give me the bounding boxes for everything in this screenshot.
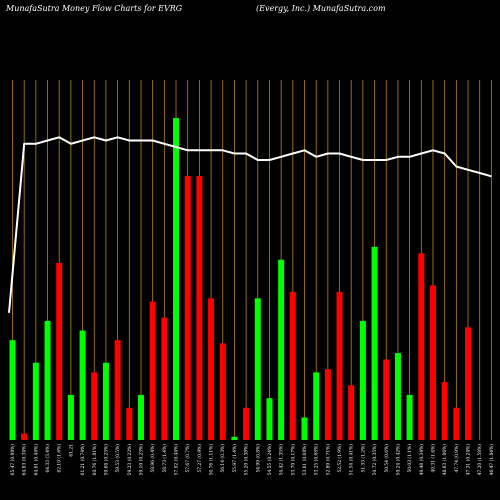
bar-36: [418, 253, 425, 440]
x-tick-label: 61.21: [69, 444, 74, 457]
bar-7: [79, 330, 86, 440]
bar-10: [114, 340, 121, 440]
x-tick-label: 57.27 (0.9%): [198, 444, 203, 473]
bars: [9, 118, 472, 440]
bar-19: [219, 343, 226, 440]
x-tick-label: 56.76 (1.11%): [210, 444, 215, 476]
bar-12: [137, 394, 144, 440]
bar-30: [348, 385, 355, 440]
x-tick-label: 54.99 (0.8%): [256, 444, 261, 473]
money-flow-line: [8, 136, 492, 313]
x-tick-label: 52.89 (0.71%): [326, 444, 331, 476]
bar-5: [56, 262, 63, 440]
bar-6: [67, 394, 74, 440]
x-tick-label: 64.61 (0.44%): [34, 444, 39, 476]
header-right-title: (Evergy, Inc.) MunafaSutra.com: [256, 4, 386, 13]
x-tick-label: 51.54 (0.41%): [350, 444, 355, 476]
bar-13: [149, 301, 156, 440]
bar-11: [126, 407, 133, 440]
x-tick-label: 59.53 (0.5%): [116, 444, 121, 473]
x-tick-label: 54.55 (0.24%): [268, 444, 273, 476]
x-tick-label: 61.21 (0.74%): [81, 444, 86, 476]
bar-33: [383, 359, 390, 440]
x-tick-label: 64.83 (0.34%): [23, 444, 28, 476]
x-tick-label: 55.20 (0.38%): [245, 444, 250, 476]
x-tick-label: 50.72 (0.35%): [373, 444, 378, 476]
bar-20: [231, 436, 238, 440]
bar-8: [91, 372, 98, 440]
bar-35: [406, 394, 413, 440]
bar-22: [254, 298, 261, 440]
bar-25: [289, 291, 296, 440]
bar-39: [453, 407, 460, 440]
bar-27: [313, 372, 320, 440]
x-tick-label: 50.54 (0.6%): [385, 444, 390, 473]
bar-23: [266, 398, 273, 440]
bar-1: [9, 340, 16, 440]
x-tick-label: 54.42 (1.35%): [280, 444, 285, 476]
bar-3: [32, 362, 39, 440]
x-tick-label: 47.74 (0.9%): [455, 444, 460, 473]
bar-32: [371, 246, 378, 440]
bar-38: [441, 382, 448, 440]
x-tick-label: 64.33 (3.4%): [46, 444, 51, 473]
bar-18: [208, 298, 215, 440]
x-tick-label: 59.23 (0.22%): [128, 444, 133, 476]
x-tick-label: 46.47 (1.84%): [490, 444, 495, 476]
x-tick-label: 55.97 (1.4%): [233, 444, 238, 473]
x-tick-label: 47.31 (0.24%): [467, 444, 472, 476]
x-tick-label: 53.70 (0.17%): [291, 444, 296, 476]
x-tick-label: 51.33 (1.2%): [361, 444, 366, 473]
bar-28: [324, 369, 331, 440]
x-tick-label: 57.67 (0.7%): [186, 444, 191, 473]
x-tick-label: 53.61 (0.68%): [303, 444, 308, 476]
bar-34: [394, 353, 401, 440]
bar-26: [301, 417, 308, 440]
money-flow-line-group: [8, 136, 492, 313]
x-tick-label: 49.48 (0.34%): [420, 444, 425, 476]
bar-24: [278, 259, 285, 440]
bar-37: [429, 285, 436, 440]
x-tick-label: 58.96 (0.4%): [151, 444, 156, 473]
x-tick-label: 47.20 (1.58%): [478, 444, 483, 476]
x-tick-label: 53.25 (0.68%): [315, 444, 320, 476]
x-tick-label: 49.31 (1.4%): [431, 444, 436, 473]
x-tick-label: 59.10 (0.23%): [139, 444, 144, 476]
bar-29: [336, 291, 343, 440]
x-tick-label: 50.03 (1.1%): [408, 444, 413, 473]
x-tick-label: 60.76 (1.81%): [93, 444, 98, 476]
x-tick-label: 58.73 (1.4%): [163, 444, 168, 473]
bar-17: [196, 175, 203, 440]
x-tick-label: 56.14 (0.3%): [221, 444, 226, 473]
x-tick-label: 57.92 (0.44%): [175, 444, 180, 476]
x-tick-label: 65.47 (0.98%): [11, 444, 16, 476]
x-tick-label: 52.52 (1.9%): [338, 444, 343, 473]
bar-14: [161, 317, 168, 440]
header-left-title: MunafaSutra Money Flow Charts for EVRG: [5, 4, 183, 13]
bar-9: [102, 362, 109, 440]
bar-4: [44, 320, 51, 440]
bar-40: [465, 327, 472, 440]
bar-16: [184, 175, 191, 440]
bar-2: [21, 433, 28, 440]
x-tick-label: 59.68 (0.25%): [104, 444, 109, 476]
x-tick-labels: 65.47 (0.98%) 64.83 (0.34%) 64.61 (0.44%) 6…: [11, 444, 495, 476]
x-tick-label: 62.19 (1.6%): [58, 444, 63, 473]
bar-31: [359, 320, 366, 440]
x-tick-label: 50.24 (0.42%): [396, 444, 401, 476]
bar-15: [173, 118, 180, 440]
x-tick-label: 48.63 (1.86%): [443, 444, 448, 476]
bar-21: [243, 407, 250, 440]
